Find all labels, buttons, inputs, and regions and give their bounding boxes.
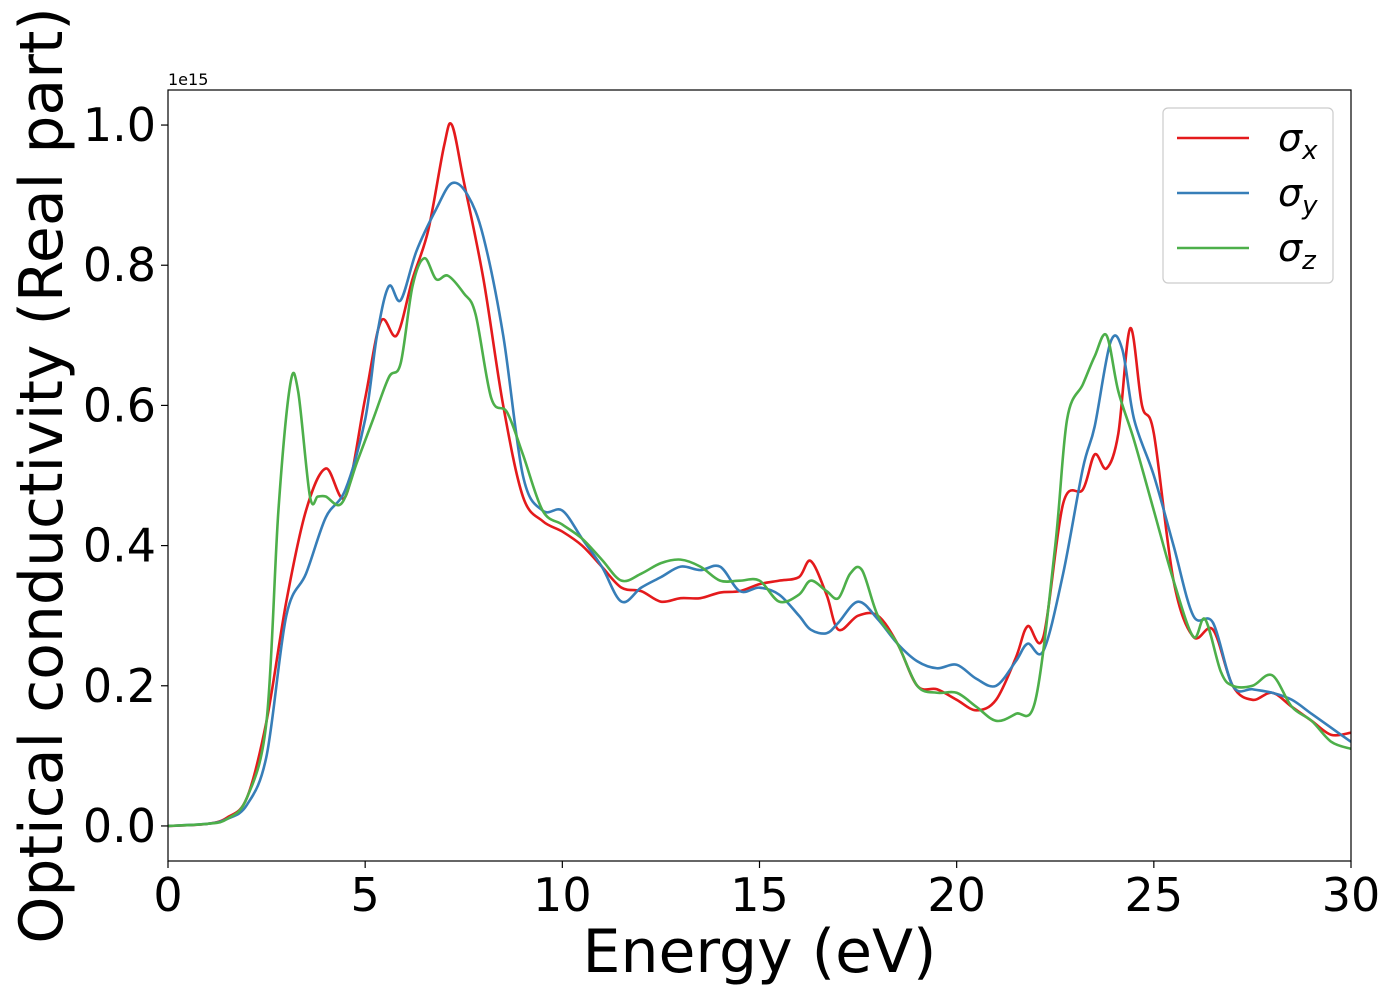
x-tick-label: 30 [1322,868,1381,922]
legend-label-y: σy [1278,171,1318,221]
y-tick-label: 0.2 [83,659,156,713]
y-axis-title: Optical conductivity (Real part) [7,7,77,944]
y-tick-label: 0.8 [83,238,156,292]
legend-subscript: x [1301,136,1318,166]
legend-subscript: z [1301,246,1317,276]
series-line-y [168,181,1351,828]
legend-box [1162,107,1334,284]
legend-symbol: σ [1278,116,1304,160]
x-tick-label: 10 [533,868,592,922]
x-tick-label: 0 [153,868,182,922]
y-tick-label: 0.0 [83,799,156,853]
y-tick-label: 0.4 [83,519,156,573]
legend-label-z: σz [1278,226,1317,276]
legend-symbol: σ [1278,171,1304,215]
legend-subscript: y [1301,191,1318,221]
x-tick-label: 20 [927,868,986,922]
x-tick-label: 5 [351,868,380,922]
x-tick-label: 15 [730,868,789,922]
y-tick-label: 0.6 [83,378,156,432]
x-axis-title: Energy (eV) [583,917,937,987]
y-offset-label: 1e15 [168,70,208,89]
y-tick-label: 1.0 [83,98,156,152]
x-tick-label: 25 [1125,868,1184,922]
series-line-z [168,256,1351,828]
series-line-x [168,122,1351,828]
legend-label-x: σx [1278,116,1318,166]
legend-symbol: σ [1278,226,1304,270]
